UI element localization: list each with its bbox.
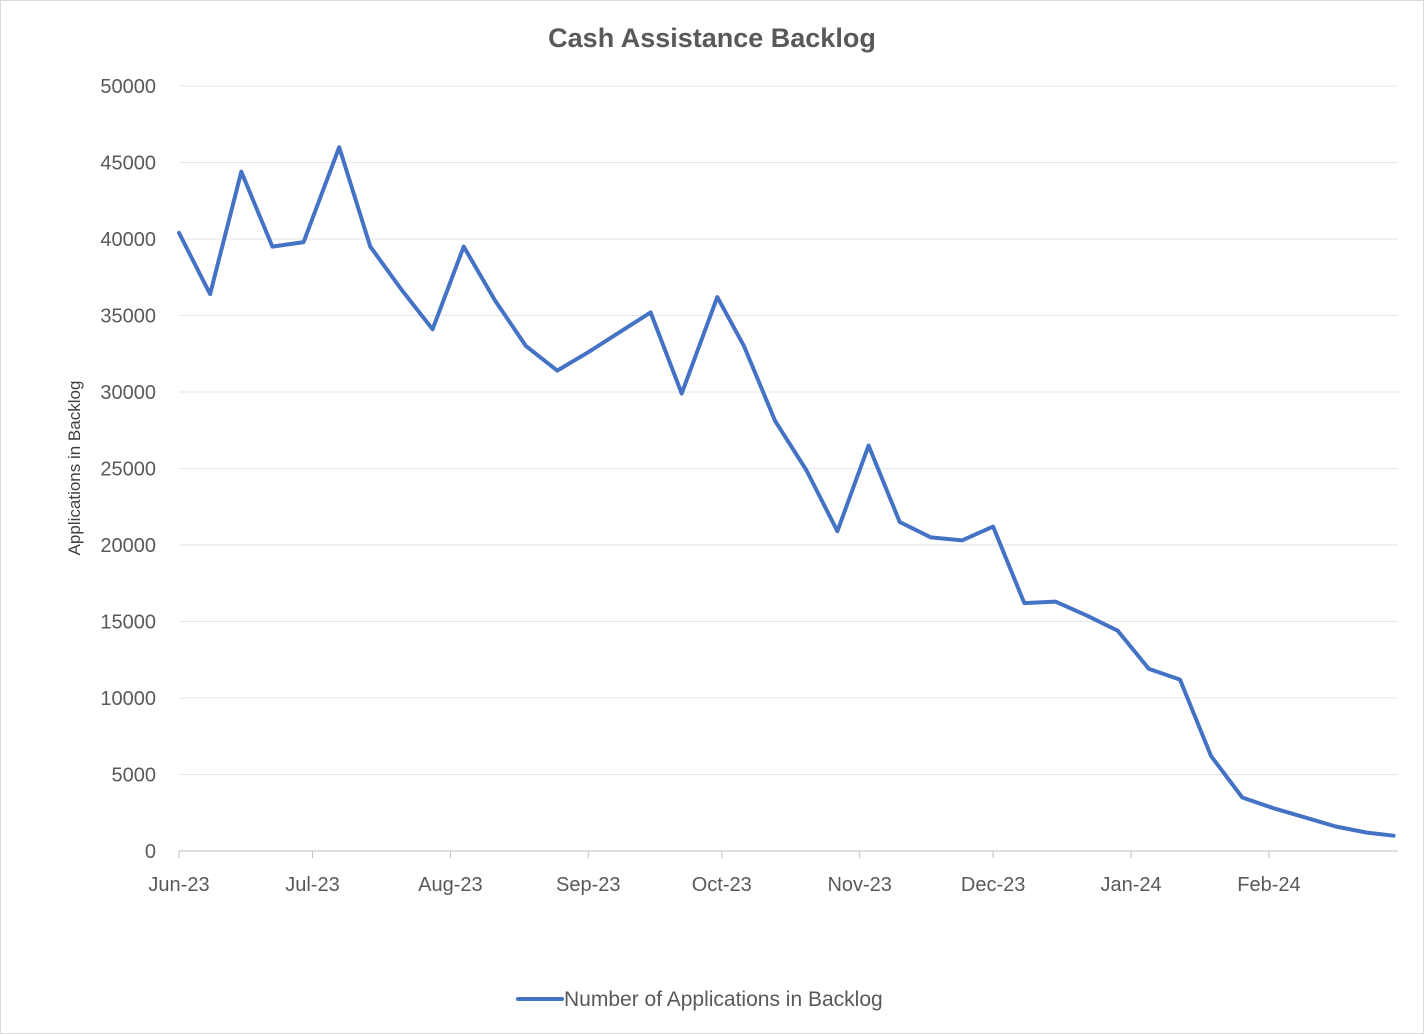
x-tick-label: Jun-23 bbox=[148, 874, 209, 896]
y-tick-label: 5000 bbox=[112, 765, 157, 787]
y-axis-ticks: 0 5000 10000 15000 20000 25000 30000 35000 40000… bbox=[100, 76, 156, 863]
y-tick-label: 10000 bbox=[100, 688, 156, 710]
x-tick-label: Jan-24 bbox=[1100, 874, 1161, 896]
y-tick-label: 35000 bbox=[100, 306, 156, 328]
y-tick-label: 50000 bbox=[100, 76, 156, 98]
x-tick-label: Oct-23 bbox=[692, 874, 752, 896]
y-tick-label: 20000 bbox=[100, 535, 156, 557]
gridlines bbox=[179, 85, 1398, 775]
x-tick-label: Sep-23 bbox=[556, 874, 621, 896]
x-tick-label: Dec-23 bbox=[961, 874, 1025, 896]
series-group bbox=[177, 145, 1396, 838]
x-tick-label: Nov-23 bbox=[827, 874, 891, 896]
y-tick-label: 15000 bbox=[100, 612, 156, 634]
chart-title: Cash Assistance Backlog bbox=[548, 23, 876, 53]
legend-label: Number of Applications in Backlog bbox=[564, 988, 883, 1011]
y-tick-label: 0 bbox=[145, 841, 156, 863]
y-tick-label: 25000 bbox=[100, 459, 156, 481]
x-tick-label: Aug-23 bbox=[418, 874, 483, 896]
y-tick-label: 40000 bbox=[100, 229, 156, 251]
x-axis: Jun-23 Jul-23 Aug-23 Sep-23 Oct-23 Nov-23 Dec-… bbox=[148, 850, 1398, 896]
legend: Number of Applications in Backlog bbox=[516, 988, 883, 1011]
x-tick-label: Feb-24 bbox=[1237, 874, 1300, 896]
y-tick-label: 45000 bbox=[100, 153, 156, 175]
y-tick-label: 30000 bbox=[100, 382, 156, 404]
x-tick-label: Jul-23 bbox=[285, 874, 339, 896]
y-axis-title: Applications in Backlog bbox=[65, 381, 84, 556]
series-line-backlog bbox=[177, 145, 1396, 838]
